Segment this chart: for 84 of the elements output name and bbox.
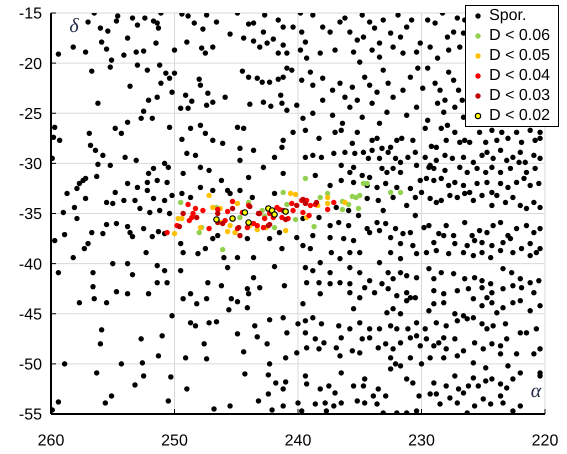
legend-label: D < 0.05	[489, 46, 550, 66]
x-tick-label: 240	[284, 432, 312, 450]
point	[215, 210, 220, 216]
point	[318, 194, 323, 200]
point	[284, 202, 290, 208]
point	[192, 206, 198, 212]
point	[237, 214, 243, 220]
point	[224, 208, 230, 214]
point	[227, 222, 233, 228]
legend-label: D < 0.04	[489, 66, 550, 86]
y-tick-label: -55	[18, 406, 42, 424]
point	[342, 200, 348, 206]
point	[230, 198, 236, 204]
point	[300, 210, 306, 216]
point	[306, 212, 312, 218]
point	[178, 200, 184, 206]
point	[331, 200, 337, 206]
point	[294, 202, 300, 208]
x-tick-label: 230	[408, 432, 435, 450]
point	[232, 230, 238, 236]
legend-label: D < 0.03	[489, 86, 550, 106]
x-tick-label: 250	[161, 432, 188, 450]
point	[302, 200, 308, 206]
point	[271, 211, 278, 218]
point	[288, 190, 294, 196]
point	[357, 192, 362, 198]
point	[164, 230, 170, 236]
point	[290, 208, 296, 214]
point	[282, 208, 289, 215]
point	[289, 200, 295, 206]
point	[292, 192, 298, 198]
point	[190, 210, 196, 216]
point	[260, 224, 266, 230]
y-tick-label: -30	[18, 156, 42, 174]
point	[194, 214, 200, 220]
legend-label: D < 0.02	[489, 106, 550, 126]
point	[280, 190, 286, 196]
point	[324, 206, 330, 212]
y-tick-label: -40	[18, 256, 42, 274]
legend-label: Spor.	[489, 6, 526, 26]
point	[234, 200, 240, 206]
x-tick-label: 220	[532, 432, 558, 450]
point	[356, 206, 362, 212]
point	[302, 176, 308, 182]
point	[237, 232, 243, 238]
point	[398, 190, 404, 196]
point	[272, 224, 278, 230]
point	[324, 200, 330, 206]
point	[172, 230, 178, 236]
point	[242, 209, 248, 216]
point	[180, 210, 186, 216]
point	[230, 206, 236, 212]
point	[292, 216, 298, 222]
point	[282, 216, 288, 222]
point	[200, 208, 206, 214]
legend-label: D < 0.06	[489, 26, 550, 46]
point	[311, 224, 317, 230]
point	[185, 202, 191, 208]
point	[213, 216, 220, 223]
point	[308, 202, 314, 208]
point	[206, 226, 212, 232]
point	[224, 228, 230, 234]
point	[340, 206, 346, 212]
y-tick-label: -35	[18, 206, 42, 224]
point	[388, 190, 394, 196]
x-axis-title: α	[530, 380, 542, 402]
y-tick-label: -50	[18, 356, 42, 374]
point	[245, 219, 252, 226]
point	[254, 222, 260, 228]
point	[324, 194, 330, 200]
point	[244, 224, 250, 230]
point	[229, 215, 236, 222]
y-tick-label: -15	[18, 6, 42, 23]
y-axis-title: δ	[69, 15, 80, 37]
y-tick-label: -45	[18, 306, 42, 324]
x-tick-label: 260	[38, 432, 64, 450]
point	[282, 228, 288, 234]
point	[210, 204, 216, 210]
y-tick-label: -20	[18, 56, 42, 73]
y-tick-label: -25	[18, 106, 42, 123]
point	[206, 192, 212, 198]
point	[176, 224, 182, 230]
point	[196, 230, 202, 236]
point	[220, 246, 226, 252]
